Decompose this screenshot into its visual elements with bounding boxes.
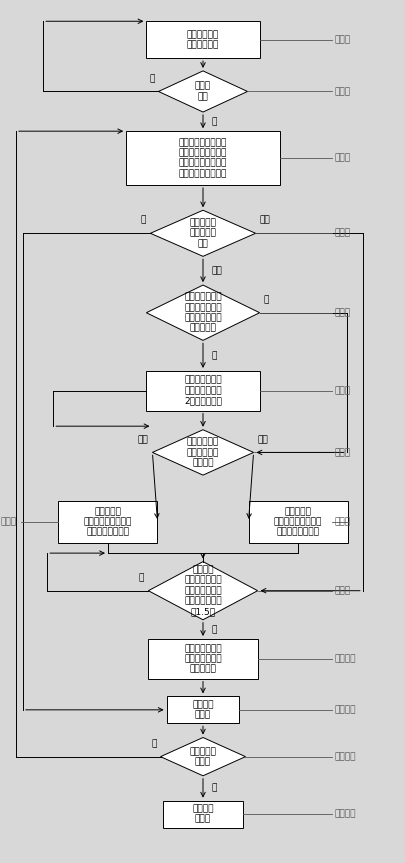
Text: 各传感器实时采集数
据，并传送到数据融
合模块，融合后的数
据在传送到控制模块: 各传感器实时采集数 据，并传送到数据融 合模块，融合后的数 据在传送到控制模块	[178, 138, 227, 179]
Text: 步骤一: 步骤一	[334, 35, 350, 44]
Text: 多个: 多个	[259, 216, 270, 224]
Text: 是: 是	[211, 351, 216, 360]
Text: 否: 否	[151, 739, 156, 748]
Text: 否: 否	[139, 573, 144, 583]
FancyBboxPatch shape	[146, 371, 259, 411]
Text: 是: 是	[211, 117, 216, 126]
Text: 任意两个
障碍物之间的最
小距离是否大于
机器人自身宽度
的1.5倍: 任意两个 障碍物之间的最 小距离是否大于 机器人自身宽度 的1.5倍	[184, 565, 221, 616]
Text: 机器人运行
前方有无障
碍物: 机器人运行 前方有无障 碍物	[189, 218, 216, 249]
Polygon shape	[152, 430, 253, 476]
Polygon shape	[158, 71, 247, 112]
Text: 机器人继
续运行: 机器人继 续运行	[192, 700, 213, 720]
Text: 靠右: 靠右	[257, 435, 268, 444]
Text: 否: 否	[141, 216, 146, 224]
Text: 机器人向右
转向一定角度做转向
运行以绕开障碍物: 机器人向右 转向一定角度做转向 运行以绕开障碍物	[273, 507, 322, 537]
Text: 机器人向左
转向一定角度做转向
运行以绕开障碍物: 机器人向左 转向一定角度做转向 运行以绕开障碍物	[83, 507, 132, 537]
Text: 步骤四: 步骤四	[334, 229, 350, 238]
Text: 是: 是	[211, 625, 216, 633]
Text: 步骤三: 步骤三	[334, 154, 350, 162]
Text: 步骤七: 步骤七	[334, 448, 350, 457]
Text: 机器人运
行停止: 机器人运 行停止	[192, 804, 213, 824]
Text: 否: 否	[263, 295, 269, 305]
Text: 步骤八: 步骤八	[1, 518, 17, 526]
Text: 步骤十: 步骤十	[334, 586, 350, 595]
FancyBboxPatch shape	[162, 801, 243, 828]
Text: 是: 是	[211, 784, 216, 793]
FancyBboxPatch shape	[146, 22, 259, 58]
Text: 步骤五: 步骤五	[334, 308, 350, 318]
Text: 步骤二: 步骤二	[334, 87, 350, 96]
Polygon shape	[160, 738, 245, 776]
Text: 有无运行停
止信号: 有无运行停 止信号	[189, 747, 216, 766]
FancyBboxPatch shape	[58, 501, 157, 543]
FancyBboxPatch shape	[126, 131, 279, 185]
Text: 步骤六: 步骤六	[334, 387, 350, 395]
Text: 系统上电，系
统进行初始化: 系统上电，系 统进行初始化	[186, 30, 219, 49]
FancyBboxPatch shape	[148, 639, 257, 678]
FancyBboxPatch shape	[166, 696, 239, 723]
Text: 初始化
成功: 初始化 成功	[194, 82, 211, 101]
Text: 步骤十三: 步骤十三	[334, 753, 355, 761]
Text: 机器人调整行驶
方向，从两障碍
物之间通过: 机器人调整行驶 方向，从两障碍 物之间通过	[184, 644, 221, 674]
Text: 机器人后退之与
障碍物的距离为
2倍的自身长度: 机器人后退之与 障碍物的距离为 2倍的自身长度	[183, 375, 222, 406]
Text: 步骤十二: 步骤十二	[334, 705, 355, 715]
Polygon shape	[150, 211, 255, 256]
Text: 步骤十一: 步骤十一	[334, 654, 355, 664]
Polygon shape	[146, 285, 259, 340]
Text: 机器人相对于
障碍物是靠左
还是靠右: 机器人相对于 障碍物是靠左 还是靠右	[186, 438, 219, 468]
FancyBboxPatch shape	[248, 501, 347, 543]
Polygon shape	[148, 562, 257, 620]
Text: 靠左: 靠左	[137, 435, 148, 444]
Text: 步骤九: 步骤九	[334, 518, 350, 526]
Text: 否: 否	[149, 74, 154, 83]
Text: 一个: 一个	[211, 266, 221, 275]
Text: 机器人与障碍物
的最短距离是否
小于机器人的最
小转弯半径: 机器人与障碍物 的最短距离是否 小于机器人的最 小转弯半径	[184, 293, 221, 333]
Text: 步骤十四: 步骤十四	[334, 809, 355, 819]
